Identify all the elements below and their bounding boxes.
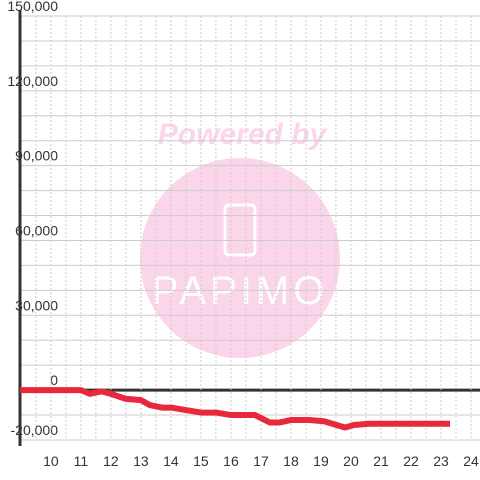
y-tick-label: 90,000 (15, 148, 58, 164)
x-tick-label: 15 (193, 453, 209, 469)
x-tick-label: 19 (313, 453, 329, 469)
data-line (20, 387, 450, 431)
x-tick-label: 14 (163, 453, 179, 469)
y-tick-label: 60,000 (15, 222, 58, 238)
watermark-icon (223, 203, 257, 257)
x-tick-label: 22 (403, 453, 419, 469)
watermark-text: Powered by (158, 118, 328, 151)
y-tick-label: 30,000 (15, 297, 58, 313)
y-tick-label: -20,000 (11, 422, 59, 438)
x-tick-label: 21 (373, 453, 389, 469)
x-tick-label: 16 (223, 453, 239, 469)
x-tick-label: 12 (103, 453, 119, 469)
x-tick-label: 20 (343, 453, 359, 469)
x-tick-label: 18 (283, 453, 299, 469)
y-tick-label: 0 (50, 372, 58, 388)
x-tick-label: 13 (133, 453, 149, 469)
watermark-circle (140, 158, 340, 358)
watermark-brand: PAPIMO (152, 269, 329, 313)
x-tick-label: 10 (43, 453, 59, 469)
watermark: Powered by PAPIMO (140, 118, 340, 358)
x-tick-label: 24 (463, 453, 479, 469)
x-tick-label: 17 (253, 453, 269, 469)
x-tick-label: 11 (74, 453, 89, 469)
y-tick-label: 150,000 (7, 0, 58, 14)
x-tick-label: 23 (433, 453, 449, 469)
